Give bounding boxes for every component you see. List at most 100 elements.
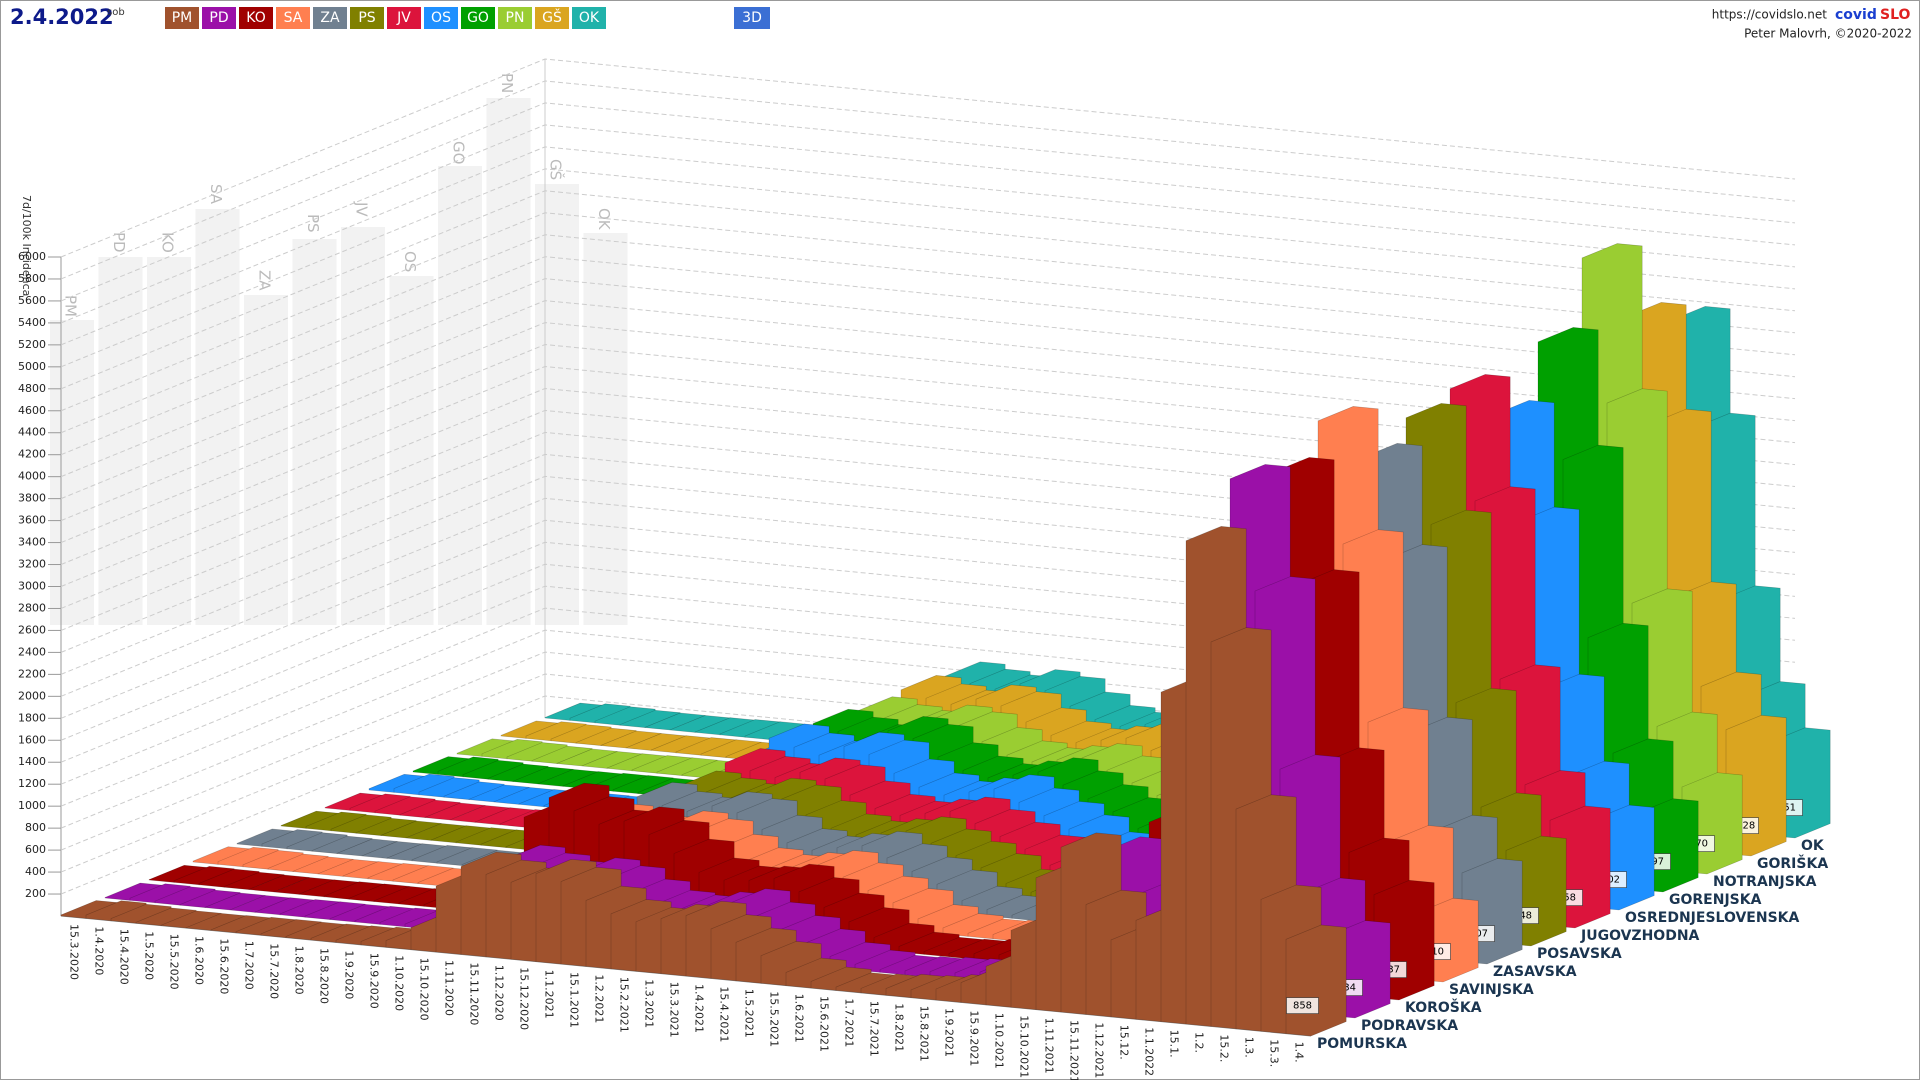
grid-line (60, 322, 1796, 522)
x-tick-label: 15.4.2021 (718, 986, 731, 1042)
grid-line (60, 168, 1796, 368)
grid-line (60, 366, 1796, 565)
backdrop-label: PD (110, 232, 128, 253)
x-tick-label: 15.3. (1268, 1039, 1281, 1067)
y-tick-label: 4200 (18, 448, 46, 461)
legend-label[interactable]: PS (358, 10, 375, 26)
legend-label[interactable]: GŠ (542, 8, 562, 26)
grid-line (60, 102, 1796, 302)
x-tick-label: 15.10.2021 (1018, 1015, 1031, 1078)
grid-line (60, 124, 1796, 324)
x-tick-label: 1.8.2020 (293, 946, 306, 995)
y-tick-label: 4600 (18, 404, 46, 417)
legend-label[interactable]: PM (172, 10, 193, 26)
y-tick-label: 1800 (18, 711, 46, 724)
legend-swatch[interactable] (350, 7, 384, 29)
x-tick-label: 1.1.2022 (1143, 1027, 1156, 1076)
y-tick-label: 800 (25, 821, 46, 834)
x-tick-label: 1.4.2020 (93, 926, 106, 975)
y-tick-label: 4400 (18, 426, 46, 439)
y-tick-label: 5600 (18, 294, 46, 307)
legend-swatch[interactable] (572, 7, 606, 29)
legend-label[interactable]: GO (467, 10, 489, 26)
legend-swatch[interactable] (276, 7, 310, 29)
legend-label[interactable]: OS (431, 10, 451, 26)
brand-b: SLO (1880, 7, 1911, 23)
legend-label[interactable]: PD (209, 10, 228, 26)
value-label-box (1286, 997, 1319, 1014)
legend-swatch[interactable] (424, 7, 458, 29)
legend-swatch[interactable] (387, 7, 421, 29)
x-tick-label: 1.6.2021 (793, 994, 806, 1043)
legend-swatch[interactable] (313, 7, 347, 29)
region-label: POSAVSKA (1537, 946, 1622, 962)
grid-line (60, 234, 1796, 434)
x-tick-label: 15.4.2020 (118, 929, 131, 985)
legend-label[interactable]: PN (506, 10, 525, 26)
backdrop-column (583, 233, 628, 625)
x-tick-label: 15.6.2020 (218, 938, 231, 994)
y-tick-label: 600 (25, 843, 46, 856)
value-label: 610 (1425, 947, 1444, 958)
x-tick-label: 1.7.2020 (243, 941, 256, 990)
y-tick-label: 4000 (18, 470, 46, 483)
x-tick-label: 15.7.2020 (268, 943, 281, 999)
x-tick-label: 15.8.2021 (918, 1006, 931, 1062)
x-tick-label: 15.12. (1118, 1025, 1131, 1060)
legend-swatch[interactable] (165, 7, 199, 29)
grid-line (60, 190, 1796, 390)
backdrop-label: GŠ (547, 159, 566, 180)
legend-label[interactable]: OK (579, 10, 600, 26)
x-tick-label: 15.12.2020 (518, 967, 531, 1030)
y-tick-label: 1200 (18, 777, 46, 790)
y-tick-label: 2600 (18, 623, 46, 636)
x-tick-label: 1.2. (1193, 1032, 1206, 1053)
legend-swatch[interactable] (498, 7, 532, 29)
y-tick-label: 2800 (18, 601, 46, 614)
button-3d-label[interactable]: 3D (742, 10, 762, 26)
region-label: PODRAVSKA (1361, 1018, 1458, 1034)
y-tick-label: 1000 (18, 799, 46, 812)
legend-label[interactable]: SA (284, 10, 303, 26)
legend-label[interactable]: JV (396, 10, 411, 26)
legend-swatch[interactable] (461, 7, 495, 29)
x-tick-label: 1.2.2021 (593, 974, 606, 1023)
backdrop-column (535, 184, 579, 625)
y-tick-label: 3000 (18, 580, 46, 593)
region-label: KOROŠKA (1405, 998, 1482, 1016)
legend-swatch[interactable] (202, 7, 236, 29)
x-tick-label: 15.5.2021 (768, 991, 781, 1047)
legend-label[interactable]: ZA (320, 10, 340, 26)
value-label: 802 (1601, 875, 1620, 886)
region-label: POMURSKA (1317, 1036, 1407, 1052)
y-tick-label: 400 (25, 865, 46, 878)
y-tick-label: 3400 (18, 536, 46, 549)
y-tick-label: 5400 (18, 316, 46, 329)
backdrop-column (486, 98, 531, 625)
grid-line (60, 146, 1796, 346)
grid-line (60, 212, 1796, 412)
region-label: OSREDNJESLOVENSKA (1625, 910, 1800, 926)
y-tick-label: 2000 (18, 689, 46, 702)
grid-line (60, 300, 1796, 500)
legend-swatch[interactable] (239, 7, 273, 29)
x-tick-label: 15.1.2021 (568, 972, 581, 1028)
value-label: 848 (1513, 911, 1532, 922)
y-tick-label: 1400 (18, 755, 46, 768)
y-tick-label: 6000 (18, 250, 46, 263)
value-label: 697 (1645, 857, 1664, 868)
x-tick-label: 1.10.2020 (393, 955, 406, 1011)
y-tick-label: 3600 (18, 514, 46, 527)
backdrop-column (438, 166, 482, 625)
legend-swatch[interactable] (535, 7, 569, 29)
legend-label[interactable]: KO (246, 10, 265, 26)
x-tick-label: 1.11.2020 (443, 960, 456, 1016)
backdrop-label: SA (207, 184, 225, 205)
credit: Peter Malovrh, ©2020-2022 (1744, 27, 1912, 41)
button-3d[interactable] (734, 7, 770, 29)
grid-line (60, 278, 1796, 478)
y-tick-label: 1600 (18, 733, 46, 746)
y-tick-label: 3200 (18, 558, 46, 571)
backdrop-column (389, 276, 434, 625)
x-tick-label: 15.2.2021 (618, 977, 631, 1033)
